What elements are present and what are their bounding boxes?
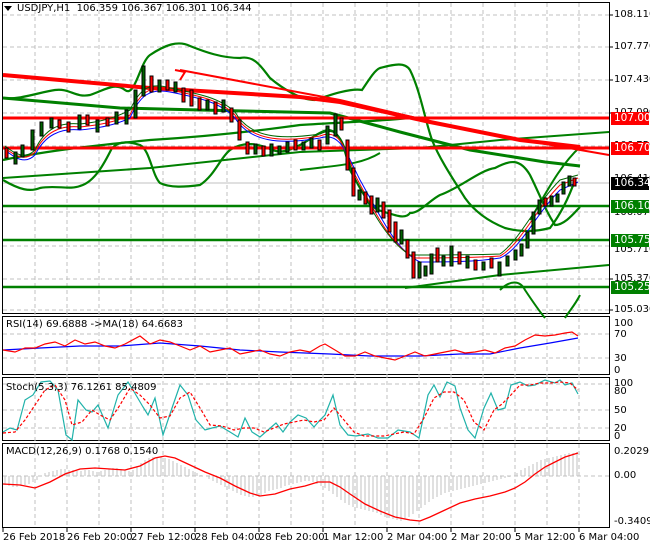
time-label: 5 Mar 12:00 <box>515 532 576 543</box>
time-label: 28 Feb 04:00 <box>195 532 261 543</box>
price-tick: 105.030 <box>614 304 650 315</box>
pane-frames <box>2 2 610 528</box>
stoch-tick: 80 <box>614 386 627 397</box>
trend-lines <box>2 69 610 319</box>
stoch-tick: 20 <box>614 423 627 434</box>
price-tick: 108.110 <box>614 9 650 20</box>
rsi-tick: 100 <box>614 318 634 329</box>
level-tag-resistance-106700: 106.700 <box>611 142 650 155</box>
time-label: 26 Feb 2018 <box>3 532 66 543</box>
macd-histogram <box>4 452 578 521</box>
horizontal-levels <box>3 116 609 289</box>
time-label: 2 Mar 04:00 <box>387 532 448 543</box>
time-label: 1 Mar 12:00 <box>323 532 384 543</box>
level-tag-support-106100: 106.100 <box>611 200 650 213</box>
time-label: 2 Mar 20:00 <box>451 532 512 543</box>
price-tick: 105.710 <box>614 244 650 255</box>
stoch-tick: 0 <box>614 431 621 442</box>
stoch-tick: 50 <box>614 405 627 416</box>
macd-signal-line <box>2 452 579 522</box>
time-label: 26 Feb 20:00 <box>67 532 133 543</box>
rsi-label: RSI(14) 69.6888 ->MA(18) 64.6683 <box>6 319 183 330</box>
chart-header: USDJPY,H1 106.359 106.367 106.301 106.34… <box>4 3 252 15</box>
rsi-tick: 30 <box>614 353 627 364</box>
ohlc-values: 106.359 106.367 106.301 106.344 <box>76 3 252 14</box>
level-tag-support-105250: 105.250 <box>611 281 650 294</box>
current-price-tag: 106.344 <box>611 177 650 190</box>
stoch-tick: 100 <box>614 378 634 389</box>
macd-tick: 0.2029 <box>614 446 649 457</box>
time-label: 6 Mar 04:00 <box>579 532 640 543</box>
time-label: 27 Feb 12:00 <box>131 532 197 543</box>
time-axis-ticks <box>2 528 580 532</box>
rsi-tick: 0 <box>614 365 621 376</box>
macd-tick: -0.3409 <box>614 516 650 527</box>
price-tick: 105.370 <box>614 273 650 284</box>
candlesticks <box>4 65 577 279</box>
macd-tick: 0.00 <box>614 470 637 481</box>
time-label: 28 Feb 20:00 <box>259 532 325 543</box>
price-tick: 107.770 <box>614 41 650 52</box>
stoch-lines <box>2 379 579 442</box>
symbol-timeframe: USDJPY,H1 <box>17 3 71 14</box>
level-tag-resistance-107000: 107.000 <box>611 112 650 125</box>
stoch-label: Stoch(5,3,3) 76.1261 85.4809 <box>6 382 157 393</box>
level-tag-support-105750: 105.750 <box>611 234 650 247</box>
rsi-lines <box>2 331 579 361</box>
rsi-tick: 70 <box>614 329 627 340</box>
price-tick: 107.430 <box>614 74 650 85</box>
collapse-triangle-icon[interactable] <box>4 5 12 11</box>
macd-label: MACD(12,26,9) 0.1768 0.1540 <box>6 446 159 457</box>
